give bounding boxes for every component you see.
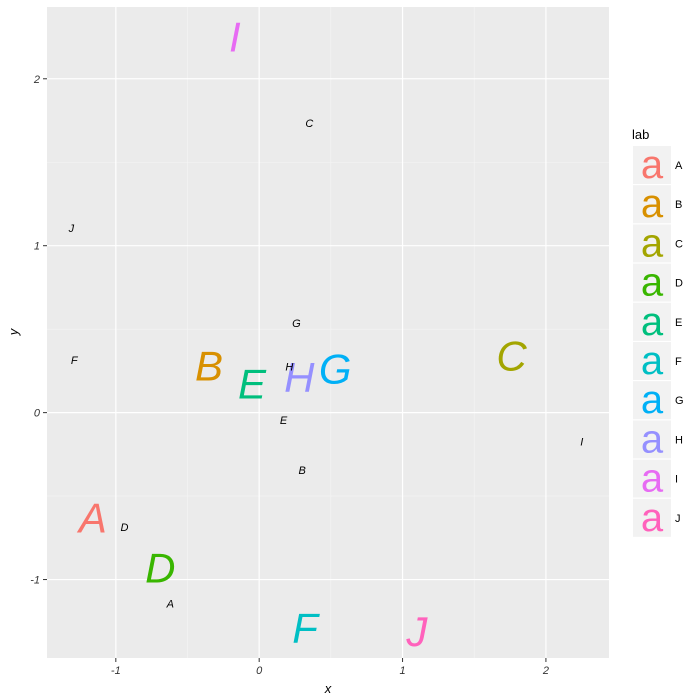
legend-key-glyph: a xyxy=(641,339,664,383)
legend-key-background xyxy=(633,498,671,537)
legend-key-glyph: a xyxy=(641,221,664,265)
legend-label: J xyxy=(675,513,681,525)
legend-key-glyph: a xyxy=(641,417,664,461)
legend-label: B xyxy=(675,199,682,211)
large-point-j: J xyxy=(405,608,428,655)
x-axis: -1 0 1 2 xyxy=(111,658,549,677)
x-axis-title: x xyxy=(324,681,332,696)
small-point-j: J xyxy=(68,223,75,235)
legend-title: lab xyxy=(632,127,649,142)
minor-gridlines xyxy=(47,7,609,658)
legend-key-glyph: a xyxy=(641,143,664,187)
small-letter-points: A B C D E F G H I J xyxy=(68,118,584,611)
x-tick-label: 2 xyxy=(542,665,549,677)
x-tick-label: -1 xyxy=(111,665,121,677)
legend-key-glyph: a xyxy=(641,378,664,422)
large-point-b: B xyxy=(195,342,223,389)
small-point-a: A xyxy=(166,599,174,611)
legend-label: D xyxy=(675,278,683,290)
y-tick-label: -1 xyxy=(30,575,40,587)
large-point-g: G xyxy=(319,346,352,393)
y-tick-label: 1 xyxy=(34,241,40,253)
legend-key-background xyxy=(633,342,671,380)
major-gridlines xyxy=(47,7,609,658)
small-point-h: H xyxy=(285,362,293,374)
legend: lab a Aa Ba Ca Da Ea Fa Ga Ha Ia J xyxy=(632,127,684,540)
y-tick-label: 0 xyxy=(34,408,41,420)
legend-label: A xyxy=(675,160,683,172)
legend-label: H xyxy=(675,434,683,446)
legend-key-background xyxy=(633,263,671,302)
legend-label: F xyxy=(675,356,682,368)
legend-label: C xyxy=(675,238,683,250)
large-point-a: A xyxy=(76,494,107,541)
legend-key-background xyxy=(633,146,671,184)
legend-label: G xyxy=(675,395,684,407)
large-point-e: E xyxy=(238,361,267,408)
legend-key-background xyxy=(633,224,671,263)
large-point-i: I xyxy=(229,14,241,61)
small-point-d: D xyxy=(120,522,128,534)
legend-key-glyph: a xyxy=(641,261,664,305)
large-point-h: H xyxy=(284,354,315,401)
legend-key-background xyxy=(633,302,671,341)
large-point-d: D xyxy=(145,544,175,591)
legend-key-background xyxy=(633,185,671,224)
legend-key-background xyxy=(633,381,671,420)
large-point-c: C xyxy=(496,332,527,379)
large-point-f: F xyxy=(292,604,320,651)
small-point-e: E xyxy=(280,415,288,427)
legend-key-glyph: a xyxy=(641,457,664,501)
legend-key-background xyxy=(633,459,671,498)
small-point-b: B xyxy=(299,465,306,477)
small-point-g: G xyxy=(292,318,301,330)
small-point-c: C xyxy=(305,118,313,130)
legend-label: I xyxy=(675,474,678,486)
small-point-f: F xyxy=(71,355,79,367)
legend-key-glyph: a xyxy=(641,300,664,344)
legend-key-background xyxy=(633,420,671,459)
legend-label: E xyxy=(675,317,682,329)
legend-key-glyph: a xyxy=(641,182,664,226)
x-tick-label: 0 xyxy=(256,665,263,677)
y-axis-title: y xyxy=(6,327,21,336)
legend-key-glyph: a xyxy=(641,496,664,540)
x-tick-label: 1 xyxy=(399,665,405,677)
plot-panel xyxy=(47,7,609,658)
large-letter-points: A B C D E F G H I J xyxy=(76,14,527,655)
y-axis: -1 0 1 2 xyxy=(30,74,47,587)
small-point-i: I xyxy=(580,437,583,449)
y-tick-label: 2 xyxy=(33,74,40,86)
